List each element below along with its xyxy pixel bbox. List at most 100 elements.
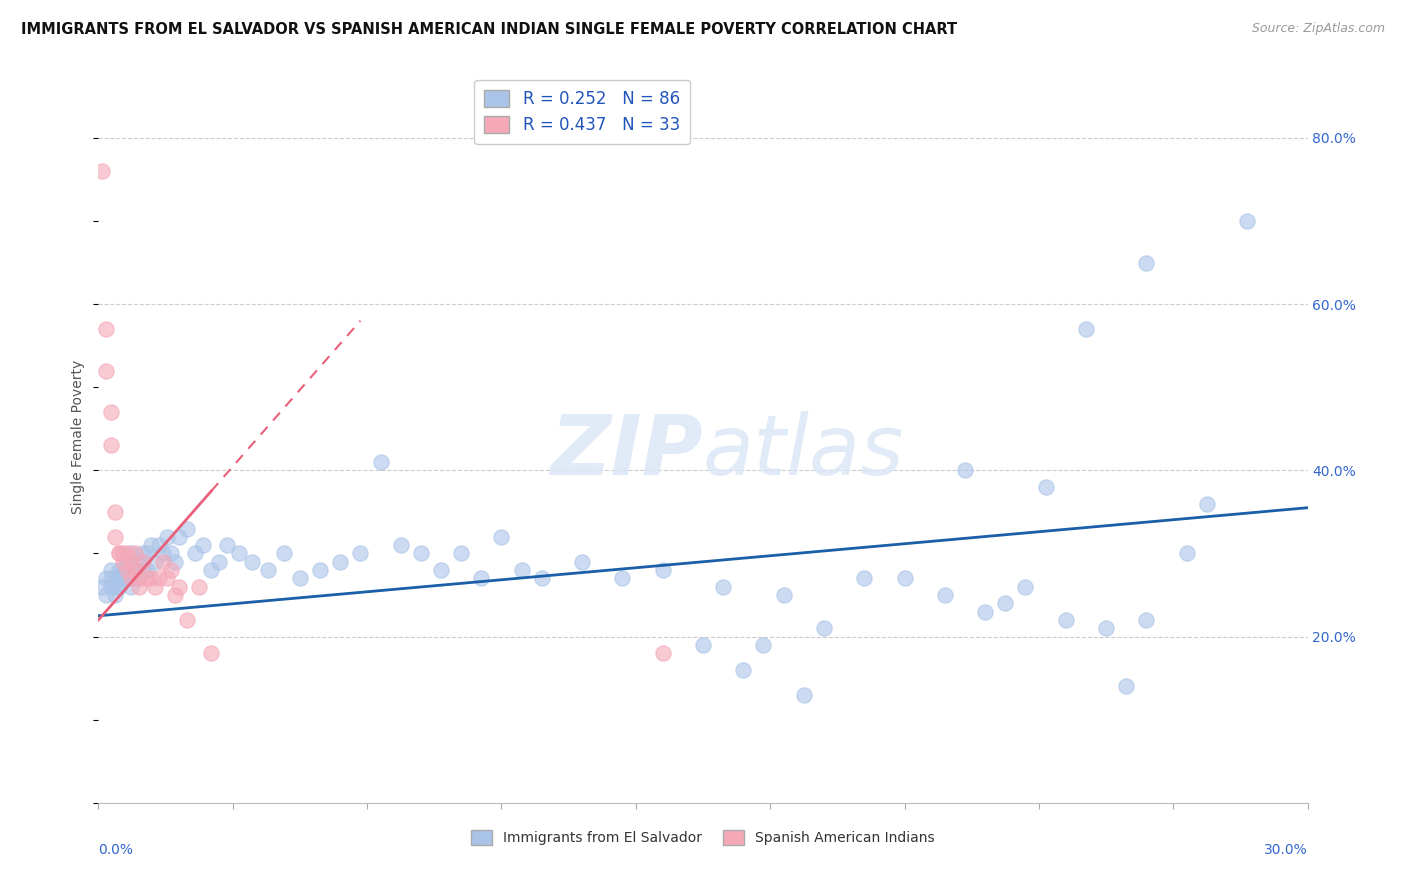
Point — [1236, 214, 1258, 228]
Point — [934, 588, 956, 602]
Point — [107, 571, 129, 585]
Point — [1095, 621, 1118, 635]
Point — [772, 588, 794, 602]
Point — [273, 546, 295, 560]
Point — [200, 646, 222, 660]
Point — [91, 580, 114, 594]
Point — [160, 546, 183, 560]
Point — [132, 546, 155, 560]
Text: 30.0%: 30.0% — [1264, 843, 1308, 857]
Point — [163, 555, 186, 569]
Point — [120, 546, 142, 560]
Point — [135, 571, 157, 585]
Point — [156, 530, 179, 544]
Point — [124, 571, 146, 585]
Point — [953, 463, 976, 477]
Text: atlas: atlas — [703, 411, 904, 492]
Point — [100, 571, 122, 585]
Point — [329, 555, 352, 569]
Point — [1135, 255, 1157, 269]
Point — [994, 596, 1017, 610]
Point — [100, 563, 122, 577]
Point — [143, 555, 166, 569]
Y-axis label: Single Female Poverty: Single Female Poverty — [72, 360, 86, 514]
Point — [128, 571, 150, 585]
Point — [120, 571, 142, 585]
Point — [111, 555, 134, 569]
Point — [163, 588, 186, 602]
Point — [409, 546, 432, 560]
Point — [974, 605, 997, 619]
Point — [1175, 546, 1198, 560]
Point — [152, 546, 174, 560]
Point — [111, 571, 134, 585]
Point — [370, 455, 392, 469]
Point — [124, 546, 146, 560]
Text: Source: ZipAtlas.com: Source: ZipAtlas.com — [1251, 22, 1385, 36]
Point — [148, 571, 170, 585]
Point — [1054, 613, 1077, 627]
Point — [288, 571, 311, 585]
Point — [217, 538, 239, 552]
Point — [349, 546, 371, 560]
Point — [1195, 497, 1218, 511]
Point — [733, 663, 755, 677]
Point — [103, 530, 125, 544]
Point — [167, 580, 190, 594]
Point — [152, 555, 174, 569]
Point — [256, 563, 278, 577]
Text: 0.0%: 0.0% — [98, 843, 134, 857]
Point — [571, 555, 593, 569]
Point — [128, 580, 150, 594]
Point — [128, 571, 150, 585]
Point — [470, 571, 492, 585]
Point — [309, 563, 332, 577]
Point — [107, 563, 129, 577]
Point — [103, 505, 125, 519]
Point — [1135, 613, 1157, 627]
Point — [115, 546, 138, 560]
Point — [124, 563, 146, 577]
Point — [450, 546, 472, 560]
Point — [752, 638, 775, 652]
Point — [491, 530, 513, 544]
Point — [853, 571, 876, 585]
Point — [111, 546, 134, 560]
Point — [135, 546, 157, 560]
Point — [115, 563, 138, 577]
Point — [107, 546, 129, 560]
Point — [240, 555, 263, 569]
Point — [893, 571, 915, 585]
Text: ZIP: ZIP — [550, 411, 703, 492]
Point — [176, 521, 198, 535]
Point — [813, 621, 835, 635]
Point — [91, 164, 114, 178]
Point — [115, 555, 138, 569]
Point — [103, 588, 125, 602]
Point — [176, 613, 198, 627]
Point — [107, 580, 129, 594]
Point — [124, 563, 146, 577]
Text: IMMIGRANTS FROM EL SALVADOR VS SPANISH AMERICAN INDIAN SINGLE FEMALE POVERTY COR: IMMIGRANTS FROM EL SALVADOR VS SPANISH A… — [21, 22, 957, 37]
Point — [188, 580, 211, 594]
Point — [793, 688, 815, 702]
Point — [96, 363, 118, 377]
Point — [107, 546, 129, 560]
Point — [612, 571, 634, 585]
Point — [1035, 480, 1057, 494]
Point — [111, 563, 134, 577]
Point — [96, 588, 118, 602]
Legend: Immigrants from El Salvador, Spanish American Indians: Immigrants from El Salvador, Spanish Ame… — [465, 825, 941, 851]
Point — [148, 538, 170, 552]
Point — [120, 580, 142, 594]
Point — [128, 555, 150, 569]
Point — [228, 546, 250, 560]
Point — [100, 405, 122, 419]
Point — [100, 438, 122, 452]
Point — [160, 563, 183, 577]
Point — [103, 571, 125, 585]
Point — [96, 322, 118, 336]
Point — [193, 538, 215, 552]
Point — [139, 571, 162, 585]
Point — [184, 546, 207, 560]
